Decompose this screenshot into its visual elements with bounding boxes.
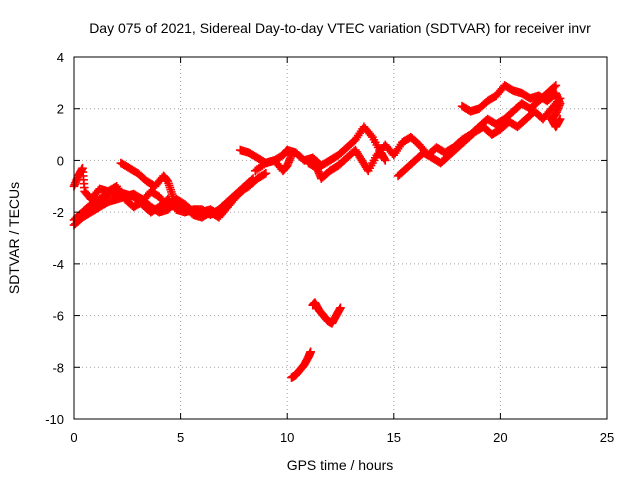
- x-tick-label: 15: [387, 430, 401, 445]
- grid-lines: [74, 57, 607, 419]
- series-arc8: [393, 94, 565, 181]
- series-arc11: [308, 298, 345, 328]
- x-tick-label: 20: [493, 430, 507, 445]
- series-arc10: [287, 347, 315, 382]
- series-arc9: [457, 81, 565, 132]
- data-point: [380, 156, 390, 165]
- y-axis-label: SDTVAR / TECUs: [6, 182, 22, 294]
- series-arc3: [69, 174, 258, 225]
- data-point: [260, 169, 269, 179]
- data-point: [551, 81, 561, 90]
- y-tick-label: -4: [52, 257, 64, 272]
- data-point: [306, 347, 315, 357]
- x-tick-label: 10: [280, 430, 294, 445]
- data-point: [555, 114, 565, 124]
- data-points: [69, 81, 565, 382]
- data-point: [336, 303, 345, 313]
- data-point: [172, 202, 181, 212]
- data-point: [261, 169, 271, 178]
- y-tick-label: -6: [52, 309, 64, 324]
- data-point: [287, 150, 296, 160]
- y-tick-label: 4: [57, 50, 64, 65]
- plot-frame: [73, 56, 608, 420]
- data-point: [247, 175, 256, 185]
- y-tick-label: -10: [45, 412, 64, 427]
- y-tick-label: -8: [52, 360, 64, 375]
- y-tick-label: 2: [57, 102, 64, 117]
- x-tick-label: 25: [600, 430, 614, 445]
- series-arc4: [116, 158, 181, 212]
- x-tick-label: 0: [70, 430, 77, 445]
- y-tick-label: -2: [52, 205, 64, 220]
- axis-ticks: 0 5 10 15 20 25 -10 -8 -6 -4 -2 0 2 4: [45, 50, 614, 445]
- x-axis-label: GPS time / hours: [287, 457, 394, 473]
- data-point: [550, 82, 559, 92]
- x-tick-label: 5: [177, 430, 184, 445]
- data-point: [248, 174, 258, 183]
- chart-title: Day 075 of 2021, Sidereal Day-to-day VTE…: [89, 20, 591, 36]
- series-arc6: [250, 150, 296, 176]
- y-tick-label: 0: [57, 153, 64, 168]
